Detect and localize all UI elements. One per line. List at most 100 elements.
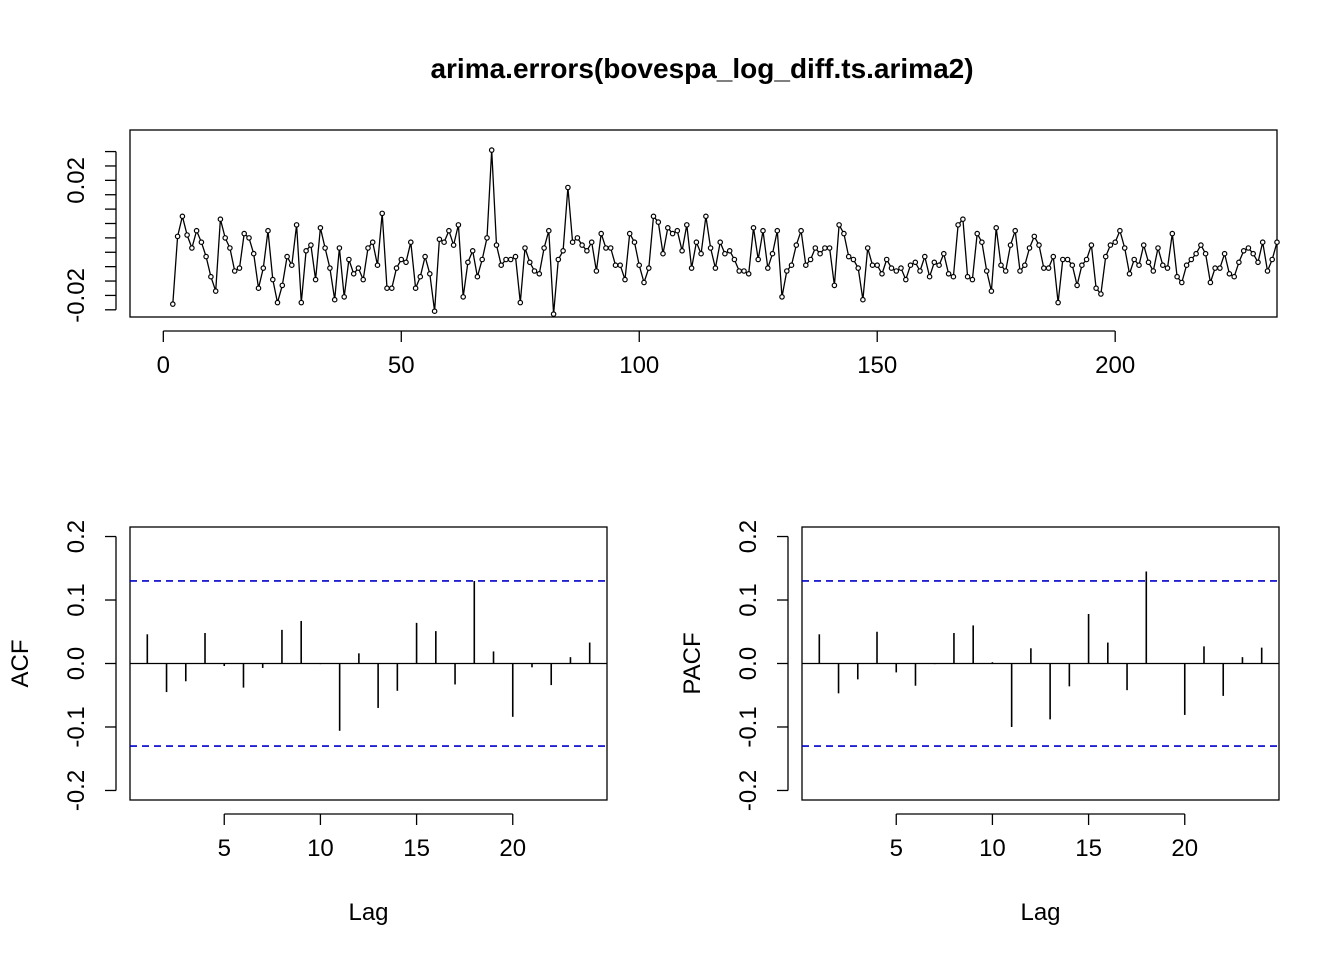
- series-point: [1160, 262, 1166, 269]
- series-point: [222, 235, 229, 241]
- series-point: [974, 230, 981, 237]
- series-point: [764, 265, 771, 271]
- y-tick-label: -0.02: [63, 268, 90, 323]
- series-point: [236, 265, 243, 271]
- series-point: [1060, 256, 1066, 263]
- series-point: [869, 262, 876, 269]
- series-point: [622, 276, 628, 283]
- series-point: [560, 248, 566, 254]
- series-point: [1012, 227, 1019, 234]
- series-point: [308, 242, 314, 248]
- series-point: [1198, 242, 1204, 248]
- series-point: [360, 276, 367, 283]
- x-axis-title: Lag: [1020, 899, 1060, 926]
- series-point: [598, 230, 605, 237]
- series-point: [802, 262, 809, 269]
- series-point: [279, 282, 286, 289]
- series-point: [1221, 250, 1228, 257]
- series-point: [274, 299, 281, 306]
- series-point: [783, 268, 790, 274]
- x-tick-label: 20: [499, 835, 526, 862]
- series-point: [355, 265, 362, 271]
- series-point: [474, 273, 481, 280]
- series-point: [512, 253, 519, 260]
- series-line: [172, 149, 1278, 315]
- series-point: [526, 259, 533, 266]
- series-point: [960, 216, 966, 223]
- series-point: [284, 253, 290, 260]
- series-point: [674, 227, 681, 234]
- series-point: [588, 239, 595, 246]
- series-point: [1255, 259, 1261, 266]
- series-point: [1226, 270, 1233, 277]
- series-point: [921, 253, 928, 260]
- series-point: [655, 219, 662, 225]
- series-point: [774, 227, 781, 234]
- series-point: [722, 250, 728, 257]
- series-point: [831, 282, 838, 289]
- x-tick-label: 10: [307, 835, 334, 862]
- series-point: [707, 245, 714, 251]
- series-point: [1022, 262, 1028, 269]
- y-tick-label: 0.1: [735, 583, 762, 616]
- x-tick-label: 10: [979, 835, 1006, 862]
- series-point: [1088, 242, 1095, 248]
- series-point: [688, 265, 695, 271]
- series-point: [498, 262, 505, 269]
- series-point: [555, 256, 562, 263]
- series-point: [503, 256, 509, 263]
- series-point: [227, 245, 233, 251]
- y-tick-label: 0.0: [63, 647, 90, 680]
- series-point: [1074, 282, 1080, 289]
- series-point: [565, 184, 571, 191]
- series-point: [955, 222, 961, 228]
- series-point: [769, 250, 776, 257]
- series-point: [1041, 265, 1047, 271]
- series-point: [469, 248, 476, 254]
- series-point: [1183, 262, 1190, 269]
- series-point: [269, 276, 276, 283]
- series-point: [198, 239, 205, 246]
- series-point: [788, 262, 795, 269]
- series-point: [936, 262, 942, 269]
- series-point: [436, 236, 443, 243]
- series-point: [250, 250, 257, 257]
- series-point: [1102, 253, 1109, 260]
- x-tick-label: 15: [403, 835, 430, 862]
- series-point: [1269, 256, 1276, 263]
- series-point: [964, 273, 971, 280]
- series-point: [1017, 268, 1023, 274]
- series-point: [203, 253, 209, 260]
- series-point: [208, 273, 214, 280]
- series-point: [607, 245, 614, 251]
- series-point: [536, 270, 543, 277]
- series-point: [174, 233, 181, 240]
- series-point: [1245, 245, 1252, 251]
- series-point: [317, 225, 324, 231]
- series-point: [898, 265, 904, 271]
- series-point: [669, 230, 676, 237]
- series-point: [855, 265, 862, 271]
- series-point: [212, 288, 219, 294]
- series-panel: 0 50 100 150 200 -0.02 0.02: [63, 129, 1280, 379]
- series-point: [1131, 256, 1138, 263]
- x-tick-label: 20: [1171, 835, 1198, 862]
- series-point: [331, 296, 338, 303]
- y-tick-label: -0.2: [735, 770, 762, 811]
- y-tick-label: 0.2: [735, 520, 762, 553]
- x-tick-label: 5: [218, 835, 231, 862]
- series-point: [189, 245, 195, 251]
- series-point: [1136, 262, 1142, 269]
- series-point: [969, 276, 976, 283]
- series-point: [303, 248, 309, 254]
- y-tick-label: -0.1: [735, 706, 762, 747]
- series-point: [431, 308, 438, 315]
- series-point: [679, 248, 685, 254]
- series-point: [1126, 270, 1133, 277]
- series-point: [446, 227, 452, 234]
- y-axis-title: PACF: [679, 632, 706, 694]
- series-point: [545, 227, 552, 234]
- series-point: [793, 242, 800, 248]
- series-point: [288, 262, 295, 269]
- series-point: [1240, 248, 1247, 254]
